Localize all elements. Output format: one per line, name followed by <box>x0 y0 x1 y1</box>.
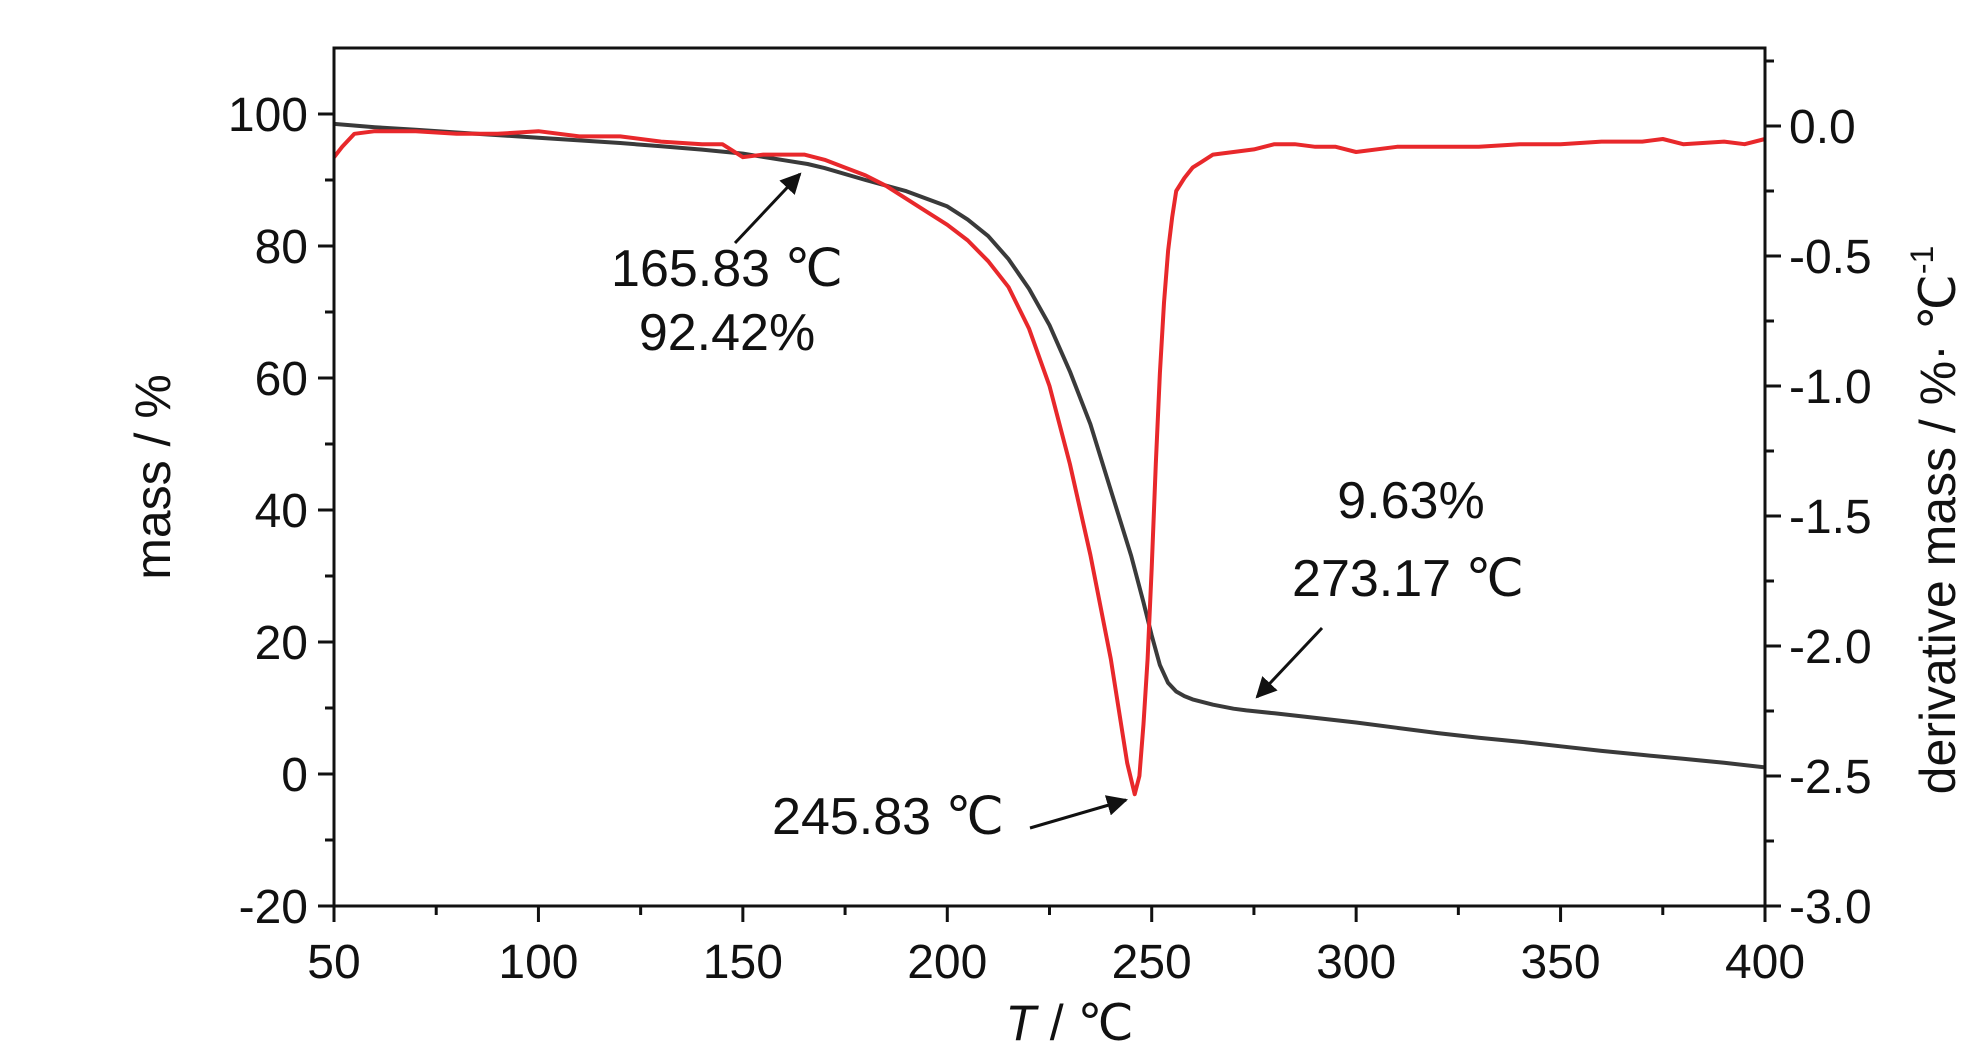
annotation-end: 9.63% 273.17 ℃ <box>1255 472 1524 699</box>
y-tick-label: 100 <box>228 89 308 142</box>
y2-axis-title: derivative mass / %· ℃-1 <box>1904 246 1966 795</box>
axis-ticks <box>318 59 1781 922</box>
annotation-end-temp: 273.17 ℃ <box>1292 550 1524 608</box>
y-tick-label: 80 <box>255 221 308 274</box>
annotation-end-mass: 9.63% <box>1337 472 1484 530</box>
y-tick-label: 0 <box>281 749 308 802</box>
tick-labels: 50 100 150 200 250 300 350 400 -20 0 20 40 60 80 100 -3… <box>228 89 1872 989</box>
x-tick-label: 250 <box>1112 936 1192 989</box>
y2-tick-label: -2.5 <box>1789 751 1872 804</box>
x-axis-title: T / ℃ <box>1005 995 1133 1051</box>
x-tick-label: 50 <box>307 936 360 989</box>
data-lines <box>332 121 1766 797</box>
y-axis-title: mass / % <box>125 374 181 580</box>
y-tick-label: 20 <box>255 617 308 670</box>
annotation-onset-temp: 165.83 ℃ <box>611 240 843 298</box>
y-tick-label: 60 <box>255 353 308 406</box>
y2-tick-label: -3.0 <box>1789 881 1872 934</box>
y2-axis-title-exponent: -1 <box>1904 246 1940 274</box>
y2-tick-label: -0.5 <box>1789 231 1872 284</box>
y2-tick-label: 0.0 <box>1789 101 1856 154</box>
y-tick-label: -20 <box>239 881 308 934</box>
annotation-peak-temp: 245.83 ℃ <box>772 788 1004 846</box>
x-tick-label: 100 <box>498 936 578 989</box>
plot-frame <box>332 46 1767 908</box>
x-axis-title-unit: / ℃ <box>1036 995 1134 1051</box>
y2-axis-title-main: derivative mass / %· ℃ <box>1910 274 1966 794</box>
annotation-onset: 165.83 ℃ 92.42% <box>611 172 843 362</box>
x-tick-label: 200 <box>907 936 987 989</box>
x-tick-label: 400 <box>1725 936 1805 989</box>
annotation-end-arrow <box>1255 626 1324 699</box>
y2-tick-label: -1.0 <box>1789 361 1872 414</box>
mass-curve <box>333 121 1766 770</box>
y2-tick-label: -2.0 <box>1789 621 1872 674</box>
x-tick-label: 350 <box>1521 936 1601 989</box>
x-axis-title-variable: T <box>1005 995 1039 1051</box>
annotation-onset-mass: 92.42% <box>639 304 815 362</box>
annotation-onset-arrow <box>733 172 802 245</box>
y-tick-label: 40 <box>255 485 308 538</box>
annotation-peak-arrow <box>1029 795 1129 830</box>
derivative-mass-curve <box>332 129 1766 797</box>
x-tick-label: 150 <box>703 936 783 989</box>
annotation-peak: 245.83 ℃ <box>772 788 1129 846</box>
x-tick-label: 300 <box>1316 936 1396 989</box>
y2-tick-label: -1.5 <box>1789 491 1872 544</box>
